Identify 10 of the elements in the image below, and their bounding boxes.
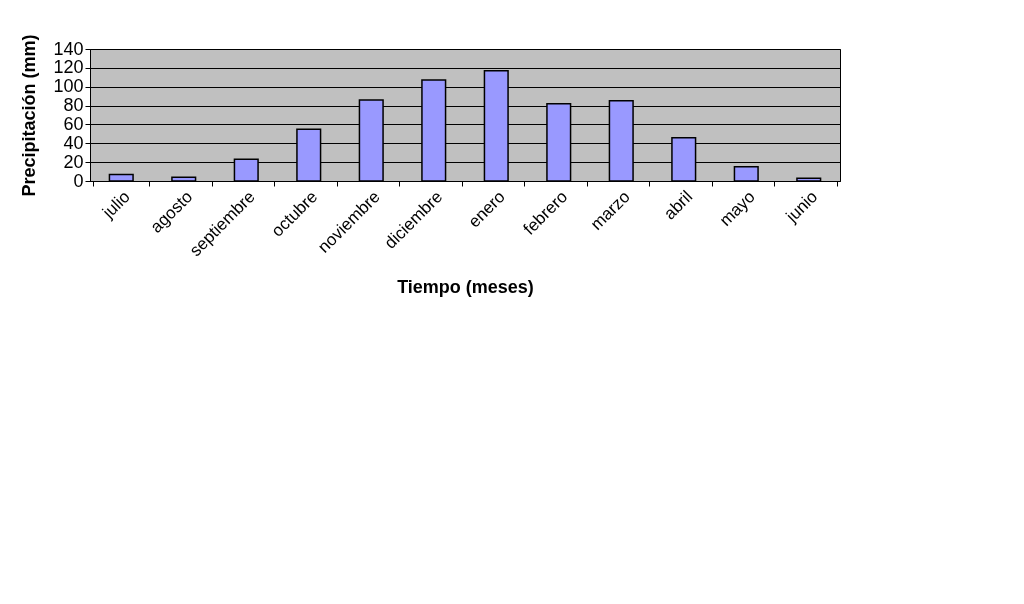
y-tick-label: 60 bbox=[63, 113, 84, 134]
y-tick-label: 120 bbox=[53, 57, 84, 78]
y-tick-label: 40 bbox=[63, 132, 84, 153]
y-tick-label: 0 bbox=[73, 170, 84, 191]
y-tick-label: 100 bbox=[53, 76, 84, 97]
y-tick-label: 80 bbox=[63, 95, 84, 116]
x-axis-title: Tiempo (meses) bbox=[397, 277, 534, 298]
y-tick-label: 20 bbox=[63, 151, 84, 172]
y-axis-title: Precipitación (mm) bbox=[19, 34, 40, 197]
y-tick-label: 140 bbox=[53, 38, 84, 59]
